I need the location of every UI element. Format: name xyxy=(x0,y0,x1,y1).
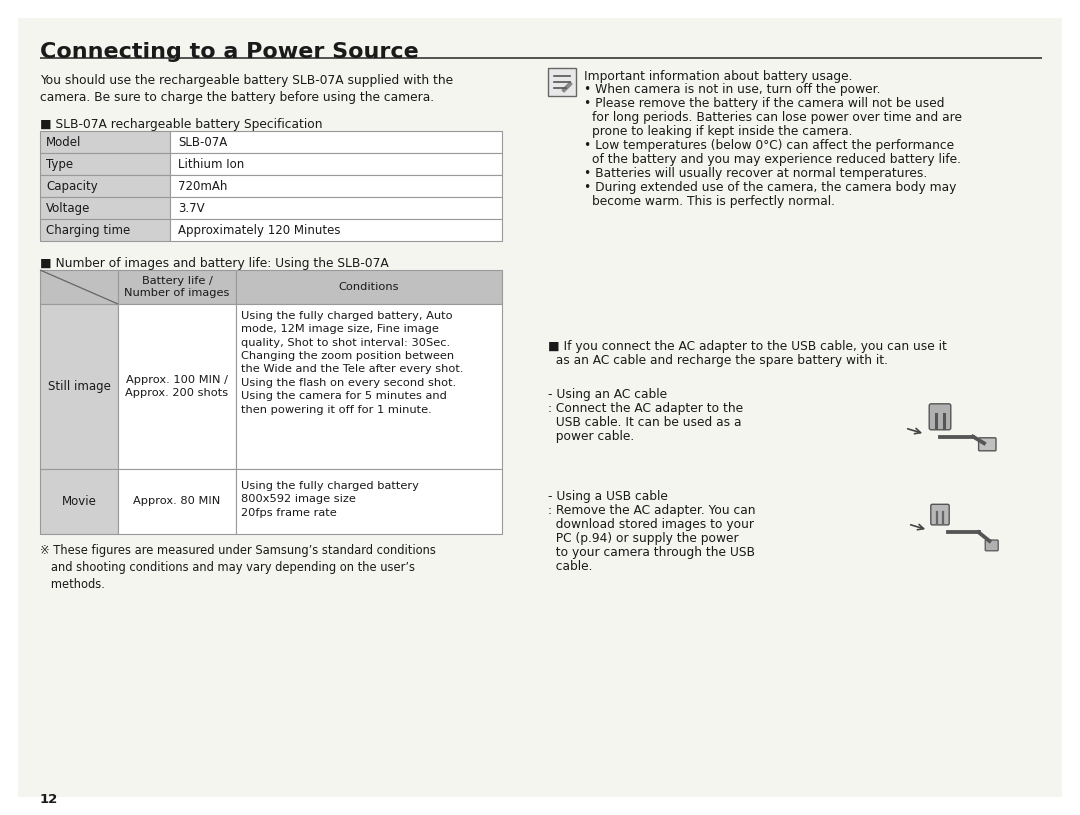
Text: Using the fully charged battery, Auto
mode, 12M image size, Fine image
quality, : Using the fully charged battery, Auto mo… xyxy=(241,311,463,415)
Text: • Low temperatures (below 0°C) can affect the performance: • Low temperatures (below 0°C) can affec… xyxy=(584,139,954,152)
Bar xyxy=(118,270,237,304)
Text: cable.: cable. xyxy=(548,560,593,573)
Text: power cable.: power cable. xyxy=(548,430,634,443)
Text: Using the fully charged battery
800x592 image size
20fps frame rate: Using the fully charged battery 800x592 … xyxy=(241,481,419,518)
Text: 720mAh: 720mAh xyxy=(178,180,228,193)
Bar xyxy=(118,304,237,469)
Text: : Remove the AC adapter. You can: : Remove the AC adapter. You can xyxy=(548,504,756,517)
Text: ※ These figures are measured under Samsung’s standard conditions
   and shooting: ※ These figures are measured under Samsu… xyxy=(40,544,436,591)
FancyBboxPatch shape xyxy=(931,504,949,525)
Text: Approx. 100 MIN /
Approx. 200 shots: Approx. 100 MIN / Approx. 200 shots xyxy=(125,375,229,398)
Text: Connecting to a Power Source: Connecting to a Power Source xyxy=(40,42,419,62)
Text: PC (p.94) or supply the power: PC (p.94) or supply the power xyxy=(548,532,739,545)
Bar xyxy=(170,131,502,153)
Bar xyxy=(40,153,170,175)
Text: Movie: Movie xyxy=(62,495,96,508)
Text: - Using a USB cable: - Using a USB cable xyxy=(548,490,667,503)
Bar xyxy=(237,469,502,534)
Bar xyxy=(170,153,502,175)
Bar xyxy=(170,197,502,219)
Text: Voltage: Voltage xyxy=(46,202,91,215)
Bar xyxy=(40,270,118,304)
Text: - Using an AC cable: - Using an AC cable xyxy=(548,388,667,401)
Bar xyxy=(118,469,237,534)
Bar xyxy=(170,219,502,241)
Text: • During extended use of the camera, the camera body may: • During extended use of the camera, the… xyxy=(584,182,957,195)
Text: SLB-07A: SLB-07A xyxy=(178,136,227,149)
Bar xyxy=(40,131,170,153)
Text: Battery life /
Number of images: Battery life / Number of images xyxy=(124,275,230,298)
Text: : Connect the AC adapter to the: : Connect the AC adapter to the xyxy=(548,402,743,415)
Text: Type: Type xyxy=(46,158,73,171)
Text: • Please remove the battery if the camera will not be used: • Please remove the battery if the camer… xyxy=(584,98,945,111)
Text: Conditions: Conditions xyxy=(339,282,400,292)
Text: prone to leaking if kept inside the camera.: prone to leaking if kept inside the came… xyxy=(592,125,852,138)
Text: USB cable. It can be used as a: USB cable. It can be used as a xyxy=(548,416,742,429)
Text: as an AC cable and recharge the spare battery with it.: as an AC cable and recharge the spare ba… xyxy=(548,354,888,367)
FancyBboxPatch shape xyxy=(929,403,950,430)
Bar xyxy=(548,68,576,96)
FancyBboxPatch shape xyxy=(978,438,996,451)
Bar xyxy=(40,219,170,241)
Text: Charging time: Charging time xyxy=(46,224,131,237)
Bar xyxy=(237,270,502,304)
Text: download stored images to your: download stored images to your xyxy=(548,518,754,531)
Text: Important information about battery usage.: Important information about battery usag… xyxy=(584,70,852,83)
Polygon shape xyxy=(562,82,572,92)
Text: Approx. 80 MIN: Approx. 80 MIN xyxy=(133,496,220,506)
Text: 12: 12 xyxy=(40,793,58,806)
FancyBboxPatch shape xyxy=(985,540,998,551)
Bar xyxy=(40,469,118,534)
Text: • Batteries will usually recover at normal temperatures.: • Batteries will usually recover at norm… xyxy=(584,167,928,180)
Text: ■ If you connect the AC adapter to the USB cable, you can use it: ■ If you connect the AC adapter to the U… xyxy=(548,340,947,353)
Bar xyxy=(40,197,170,219)
Text: Capacity: Capacity xyxy=(46,180,98,193)
Text: become warm. This is perfectly normal.: become warm. This is perfectly normal. xyxy=(592,195,835,208)
Text: Approximately 120 Minutes: Approximately 120 Minutes xyxy=(178,224,340,237)
Bar xyxy=(237,304,502,469)
Text: You should use the rechargeable battery SLB-07A supplied with the
camera. Be sur: You should use the rechargeable battery … xyxy=(40,74,454,104)
Text: to your camera through the USB: to your camera through the USB xyxy=(548,546,755,559)
Text: 3.7V: 3.7V xyxy=(178,202,204,215)
Text: Model: Model xyxy=(46,136,81,149)
Text: ■ SLB-07A rechargeable battery Specification: ■ SLB-07A rechargeable battery Specifica… xyxy=(40,118,323,131)
Text: Still image: Still image xyxy=(48,380,110,393)
Text: for long periods. Batteries can lose power over time and are: for long periods. Batteries can lose pow… xyxy=(592,111,962,124)
Bar xyxy=(40,175,170,197)
Bar xyxy=(170,175,502,197)
Text: ■ Number of images and battery life: Using the SLB-07A: ■ Number of images and battery life: Usi… xyxy=(40,257,389,270)
Text: of the battery and you may experience reduced battery life.: of the battery and you may experience re… xyxy=(592,152,961,165)
Bar xyxy=(40,304,118,469)
Text: • When camera is not in use, turn off the power.: • When camera is not in use, turn off th… xyxy=(584,83,880,96)
Text: Lithium Ion: Lithium Ion xyxy=(178,158,244,171)
